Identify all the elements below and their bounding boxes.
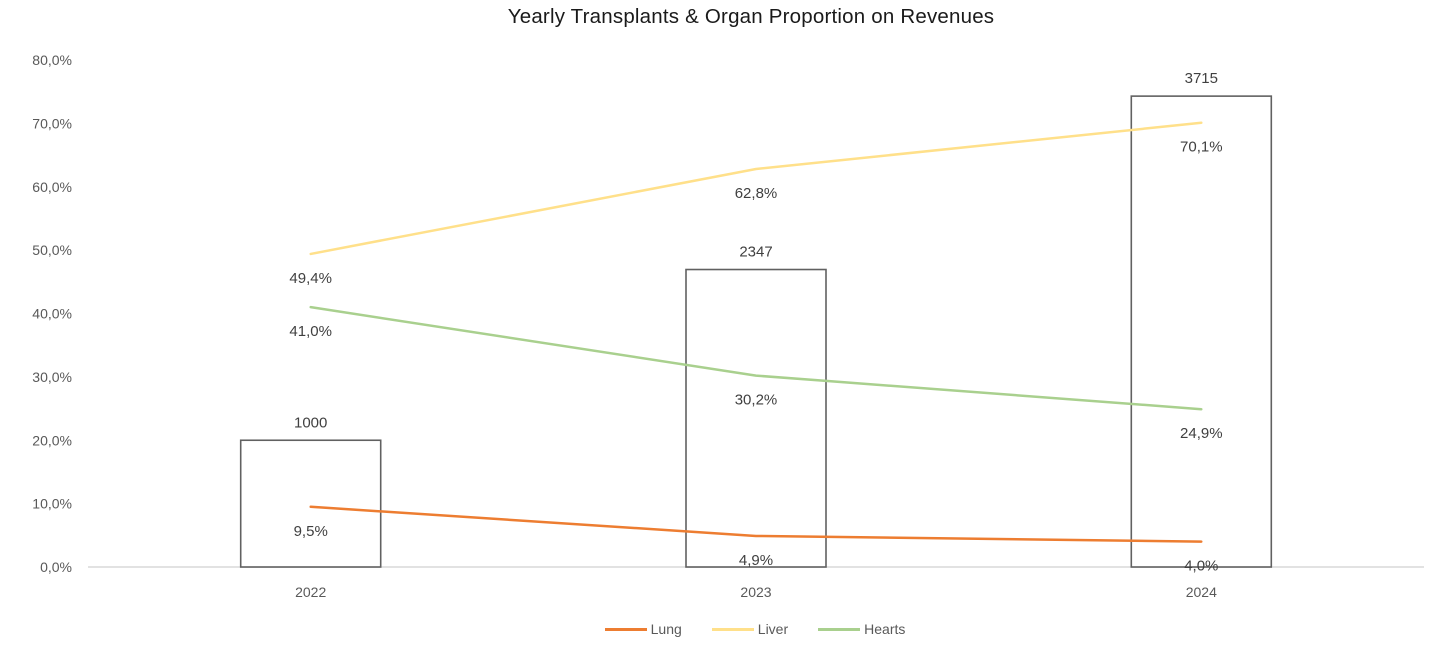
y-axis-tick-label: 10,0%: [32, 496, 72, 512]
x-axis-category-label: 2024: [1186, 584, 1217, 600]
y-axis-tick-label: 80,0%: [32, 52, 72, 68]
lung-line-swatch: [604, 627, 647, 631]
legend-label-hearts: Hearts: [864, 621, 906, 637]
chart-title: Yearly Transplants & Organ Proportion on…: [507, 5, 995, 28]
legend-item-hearts: Hearts: [818, 621, 905, 637]
liver-line-swatch: [711, 627, 754, 631]
bar-value-label: 1000: [294, 414, 327, 431]
x-axis-category-label: 2023: [740, 584, 771, 600]
liver-line: [309, 121, 1203, 256]
y-axis-tick-label: 50,0%: [32, 242, 72, 258]
y-axis-tick-label: 0,0%: [40, 559, 72, 575]
bar-value-label: 2347: [739, 244, 772, 261]
lung-point-label: 4,9%: [739, 552, 773, 569]
legend-item-liver: Liver: [711, 621, 789, 637]
lung-point-label: 4,0%: [1184, 558, 1218, 575]
y-axis-tick-label: 30,0%: [32, 369, 72, 385]
bar-2023: [685, 268, 827, 568]
hearts-line-swatch: [818, 627, 861, 631]
liver-point-label: 70,1%: [1180, 139, 1223, 156]
bar-2022: [239, 439, 382, 568]
legend-item-lung: Lung: [604, 621, 682, 637]
hearts-point-label: 41,0%: [289, 323, 332, 340]
y-axis-tick-label: 40,0%: [32, 306, 72, 322]
hearts-point-label: 30,2%: [735, 392, 778, 409]
lung-point-label: 9,5%: [294, 523, 328, 540]
bar-value-label: 3715: [1185, 70, 1218, 87]
y-axis-tick-label: 70,0%: [32, 115, 72, 131]
legend-label-lung: Lung: [650, 621, 682, 637]
legend-label-liver: Liver: [757, 621, 789, 637]
liver-point-label: 49,4%: [289, 270, 332, 287]
chart-legend: Lung Liver Hearts: [75, 621, 1435, 637]
bar-2024: [1130, 95, 1273, 568]
lung-line: [309, 505, 1203, 543]
liver-point-label: 62,8%: [735, 185, 778, 202]
x-axis-category-label: 2022: [295, 584, 326, 600]
hearts-point-label: 24,9%: [1180, 425, 1223, 442]
y-axis-tick-label: 60,0%: [32, 179, 72, 195]
hearts-line: [309, 305, 1203, 411]
y-axis-tick-label: 20,0%: [32, 432, 72, 448]
